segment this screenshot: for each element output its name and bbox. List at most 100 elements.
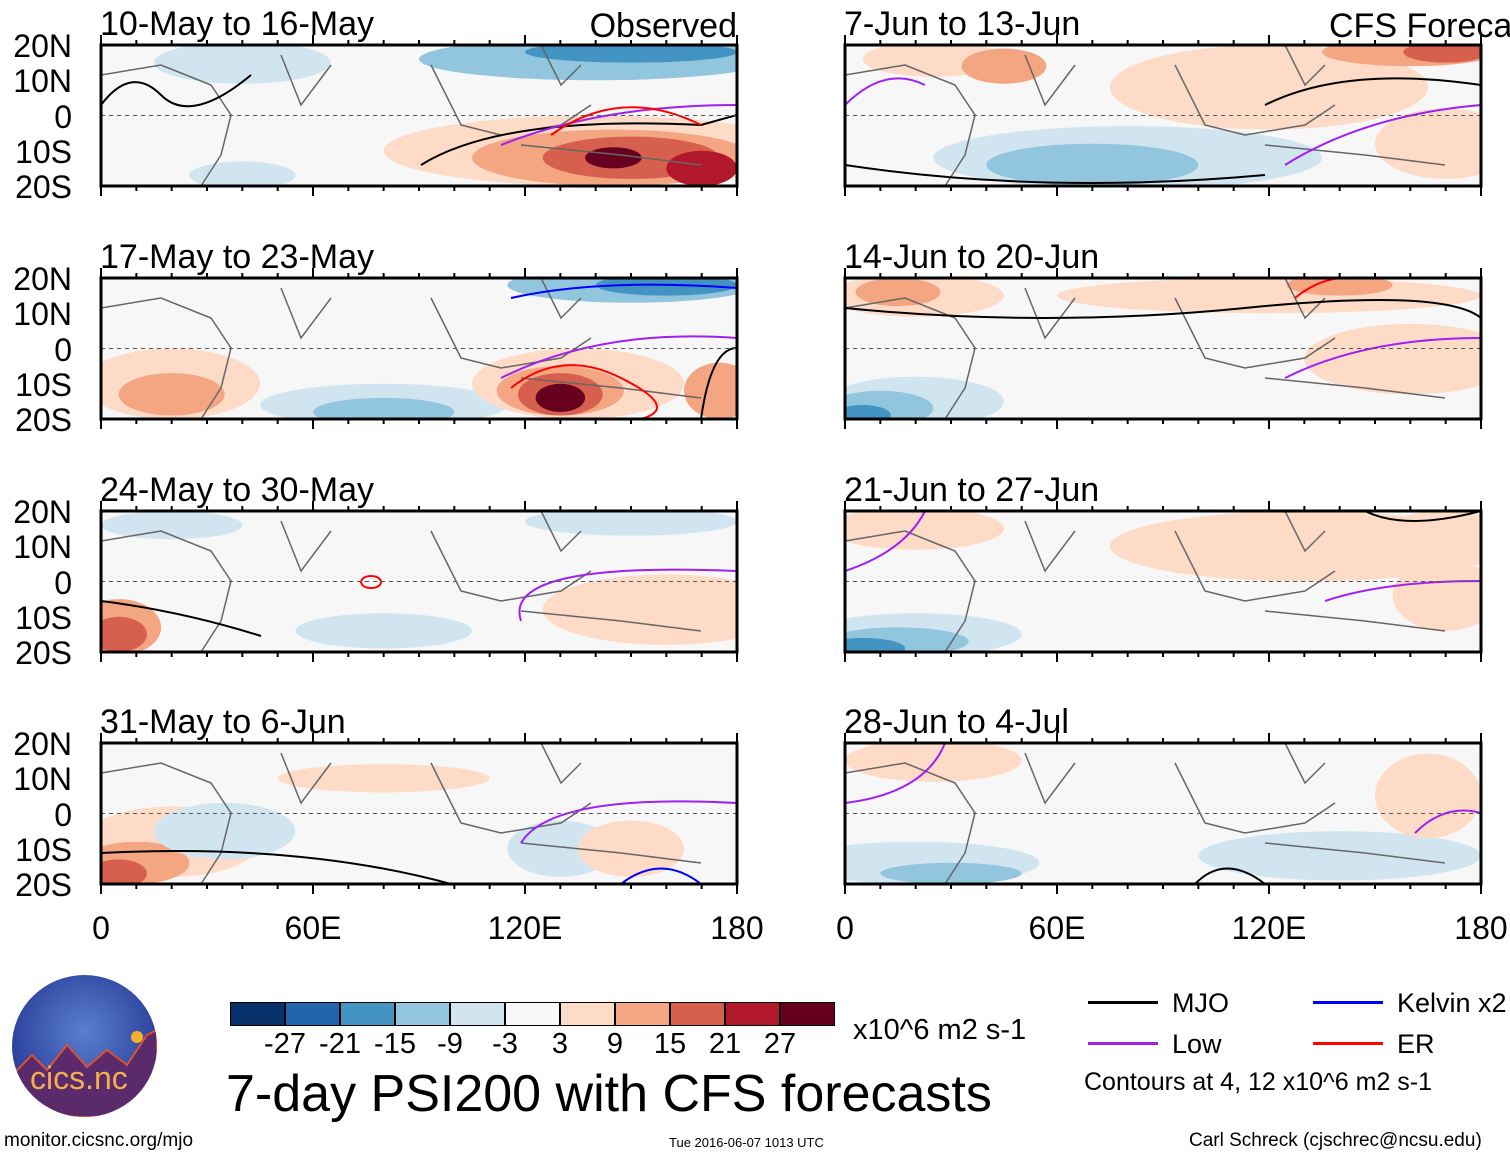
y-tick-label: 10N xyxy=(13,63,72,100)
contour-note: Contours at 4, 12 x10^6 m2 s-1 xyxy=(1084,1068,1433,1096)
anomaly-region xyxy=(277,764,490,793)
y-tick-label: 10S xyxy=(15,366,72,403)
map-panel xyxy=(843,268,1483,429)
colorbar-label: -15 xyxy=(374,1028,416,1060)
anomaly-region xyxy=(1375,753,1481,839)
y-tick-label: 20N xyxy=(13,726,72,762)
anomaly-region xyxy=(1110,45,1428,130)
coastline xyxy=(845,278,1446,419)
legend-line-mjo xyxy=(1088,1001,1158,1004)
x-tick-label: 180 xyxy=(710,910,764,946)
anomaly-region xyxy=(101,616,147,652)
anomaly-region xyxy=(1375,108,1481,179)
map-panel xyxy=(99,501,739,662)
y-tick-label: 10N xyxy=(13,296,72,333)
map-panel xyxy=(99,35,739,196)
panel-title: 31-May to 6-Jun xyxy=(100,703,346,741)
map-panel xyxy=(843,35,1483,196)
y-tick-label: 10S xyxy=(15,133,72,170)
contour-line xyxy=(420,114,737,166)
colorbar-label: -21 xyxy=(319,1028,361,1060)
main-title: 7-day PSI200 with CFS forecasts xyxy=(226,1065,992,1123)
anomaly-region xyxy=(666,150,737,186)
anomaly-region xyxy=(154,45,331,84)
x-tick-label: 180 xyxy=(1454,910,1508,946)
colorbar-swatch xyxy=(395,1002,450,1026)
logo-text: cics.nc xyxy=(30,1060,128,1096)
contour-line xyxy=(101,850,452,884)
x-tick-label: 60E xyxy=(284,910,342,946)
coastline xyxy=(845,511,1446,652)
timestamp: Tue 2016-06-07 1013 UTC xyxy=(669,1135,824,1150)
anomaly-region xyxy=(295,613,472,649)
y-tick-label: 20N xyxy=(13,494,72,530)
legend-label: Low xyxy=(1172,1029,1222,1059)
source-url[interactable]: monitor.cicsnc.org/mjo xyxy=(4,1130,194,1151)
legend-line-er xyxy=(1313,1042,1383,1045)
map-panel xyxy=(99,733,739,894)
author: Carl Schreck (cjschrec@ncsu.edu) xyxy=(1189,1130,1482,1151)
colorbar-label: 3 xyxy=(551,1028,569,1060)
contour-line xyxy=(1264,77,1481,106)
contour-line xyxy=(845,511,926,572)
anomaly-region xyxy=(1304,323,1481,395)
panel-source-label: CFS Forecast xyxy=(1329,7,1510,45)
anomaly-region xyxy=(313,397,455,419)
contour-line xyxy=(1364,511,1481,522)
anomaly-region xyxy=(101,859,147,884)
anomaly-region xyxy=(189,161,296,186)
anomaly-region xyxy=(118,373,225,416)
colorbar-swatch xyxy=(340,1002,395,1026)
contour-line xyxy=(500,335,737,379)
panel-source-label: Observed xyxy=(589,7,737,45)
contour-line xyxy=(1284,104,1481,166)
anomaly-region xyxy=(1403,45,1481,63)
colorbar-swatch xyxy=(670,1002,725,1026)
legend-line-kelvin xyxy=(1313,1001,1383,1004)
panel-title: 28-Jun to 4-Jul xyxy=(844,703,1069,741)
contour-line xyxy=(510,283,737,299)
contour-line xyxy=(101,74,252,108)
contour-line xyxy=(1324,580,1481,602)
y-tick-label: 0 xyxy=(54,98,72,135)
colorbar-swatch xyxy=(725,1002,780,1026)
panel-title: 24-May to 30-May xyxy=(100,471,374,509)
y-tick-label: 20S xyxy=(15,867,72,903)
anomaly-region xyxy=(525,511,737,536)
y-tick-label: 20N xyxy=(13,28,72,64)
colorbar-swatch xyxy=(285,1002,340,1026)
map-panel xyxy=(843,733,1483,894)
y-tick-label: 20S xyxy=(15,402,72,438)
colorbar-label: 9 xyxy=(606,1028,624,1060)
anomaly-region xyxy=(1375,511,1481,568)
y-tick-label: 20N xyxy=(13,261,72,297)
anomaly-region xyxy=(1198,831,1481,881)
contour-line xyxy=(1294,278,1365,299)
colorbar-swatch xyxy=(505,1002,560,1026)
coastline xyxy=(101,511,702,652)
colorbar-swatch xyxy=(615,1002,670,1026)
x-tick-label: 120E xyxy=(1231,910,1307,946)
anomaly-region xyxy=(855,278,941,307)
contour-line xyxy=(845,299,1481,319)
anomaly-region xyxy=(535,383,586,412)
colorbar-label: -9 xyxy=(437,1028,463,1060)
contour-line xyxy=(520,800,737,844)
anomaly-region xyxy=(845,743,1022,782)
contour-line xyxy=(550,106,702,136)
panel-title: 14-Jun to 20-Jun xyxy=(844,238,1100,276)
map-panel xyxy=(843,501,1483,662)
logo-mountains-icon xyxy=(12,1028,157,1117)
anomaly-region xyxy=(845,637,906,652)
contour-line xyxy=(101,600,262,637)
coastline xyxy=(845,743,1446,884)
anomaly-region xyxy=(845,404,891,419)
contour-line xyxy=(845,743,946,804)
colorbar-label: -3 xyxy=(492,1028,518,1060)
anomaly-region xyxy=(986,143,1199,186)
contour-line xyxy=(518,568,737,622)
contour-line xyxy=(500,104,737,146)
colorbar-label: 15 xyxy=(653,1028,687,1060)
y-tick-label: 10N xyxy=(13,761,72,798)
anomaly-region xyxy=(1057,278,1481,314)
